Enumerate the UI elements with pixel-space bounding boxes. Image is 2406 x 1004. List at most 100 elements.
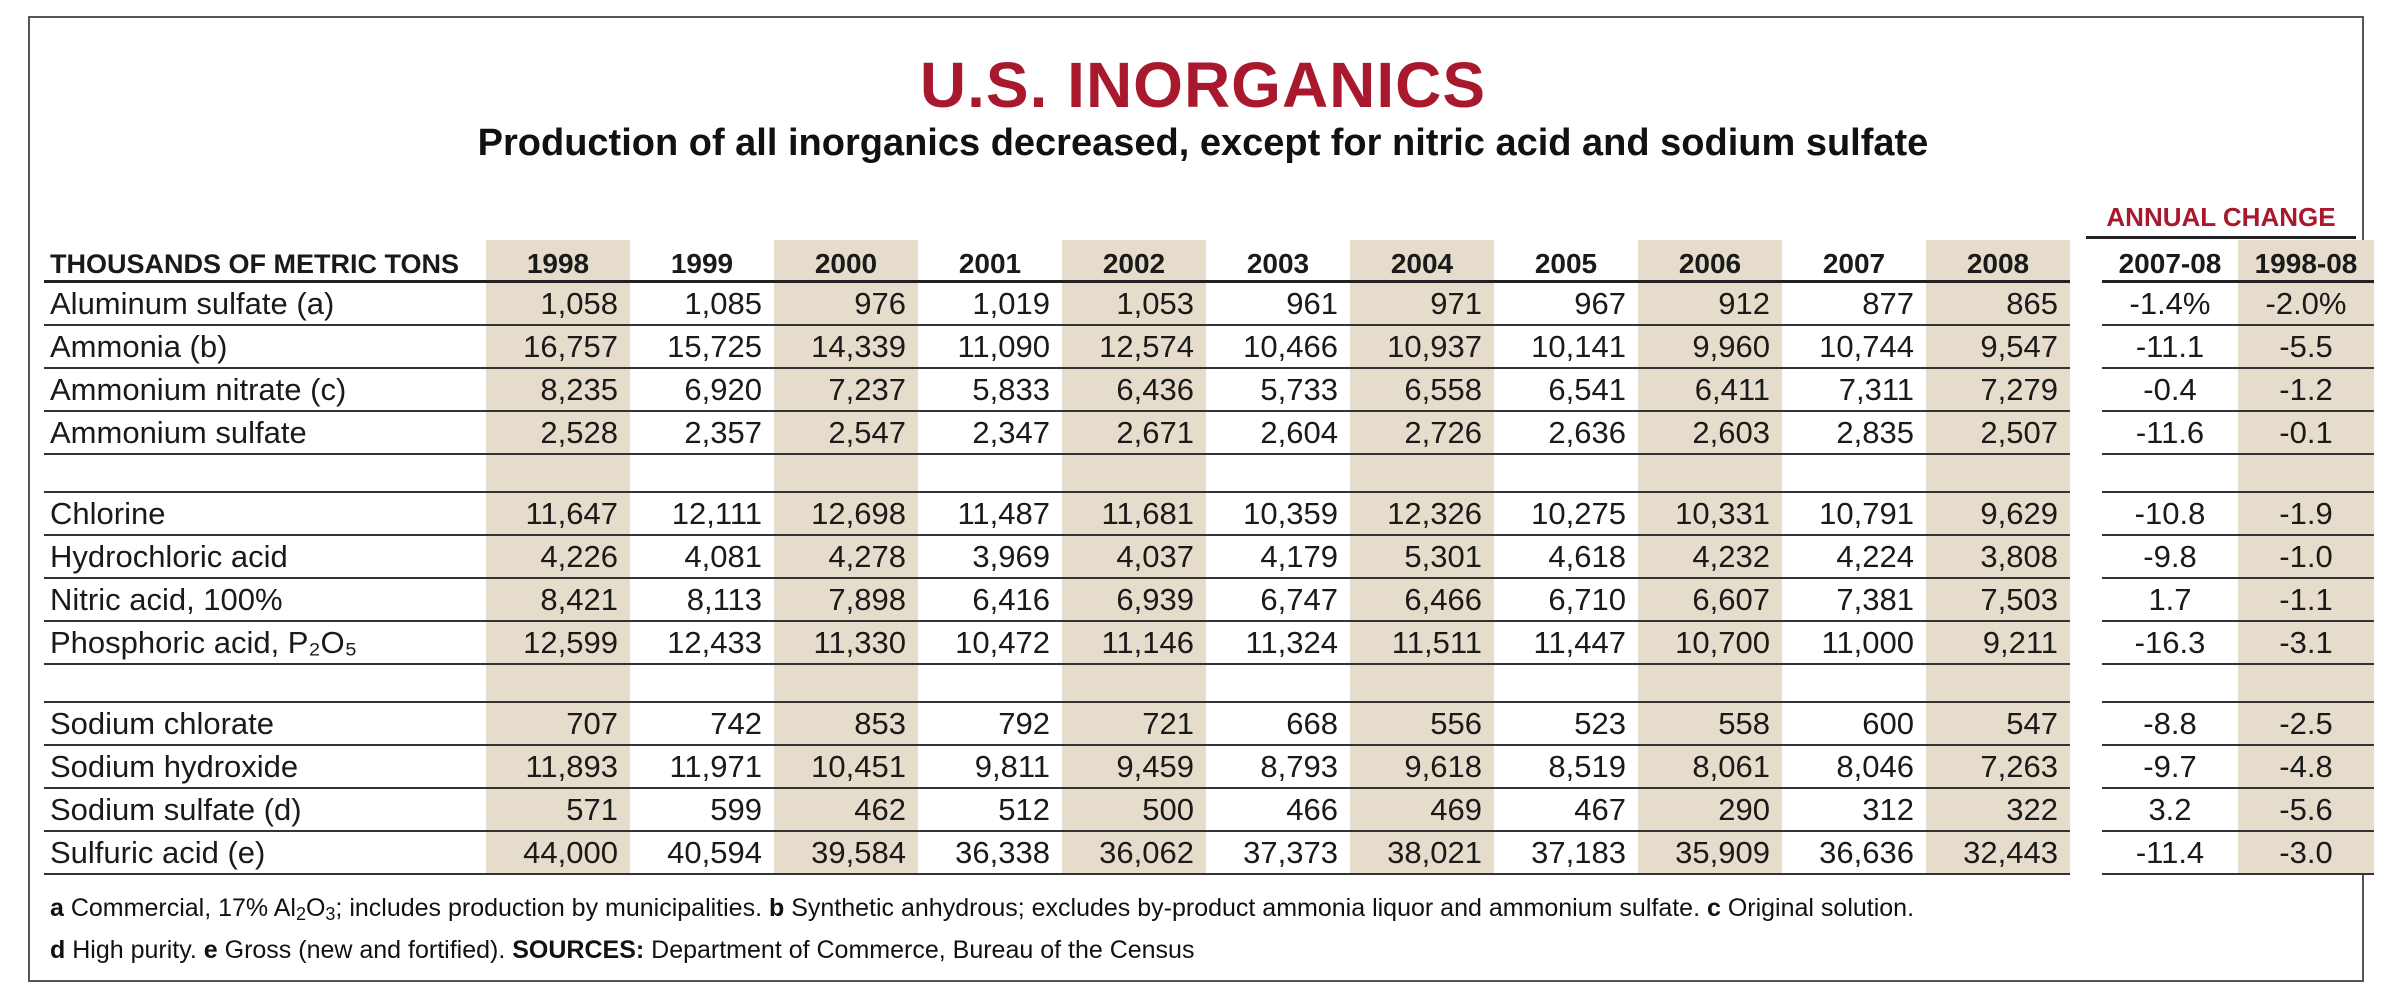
- gap-cell: [1206, 454, 1350, 493]
- value-cell-2004: 10,937: [1350, 325, 1494, 369]
- value-cell-1999: 12,111: [630, 492, 774, 536]
- change-cell-1998-08: -2.0%: [2238, 281, 2374, 326]
- value-cell-2006: 4,232: [1638, 535, 1782, 579]
- value-cell-2005: 8,519: [1494, 745, 1638, 789]
- value-cell-2000: 14,339: [774, 325, 918, 369]
- footnote-text: Original solution.: [1720, 894, 1915, 922]
- value-cell-2000: 10,451: [774, 745, 918, 789]
- value-cell-1999: 15,725: [630, 325, 774, 369]
- row-label: Ammonium nitrate (c): [44, 368, 486, 412]
- value-cell-1999: 40,594: [630, 831, 774, 875]
- value-cell-2001: 5,833: [918, 368, 1062, 412]
- change-cell-1998-08: -1.9: [2238, 492, 2374, 536]
- value-cell-2005: 467: [1494, 788, 1638, 832]
- gap-cell: [774, 454, 918, 493]
- change-cell-2007-08: 3.2: [2102, 788, 2238, 832]
- value-cell-2007: 877: [1782, 281, 1926, 326]
- value-cell-2008: 547: [1926, 702, 2070, 746]
- value-cell-2002: 2,671: [1062, 411, 1206, 455]
- column-gap: [2070, 621, 2102, 664]
- group-gap-row: [44, 454, 2374, 493]
- change-cell-2007-08: -9.7: [2102, 745, 2238, 789]
- value-cell-2001: 2,347: [918, 411, 1062, 455]
- value-cell-2001: 792: [918, 702, 1062, 746]
- change-cell-2007-08: -8.8: [2102, 702, 2238, 746]
- value-cell-2003: 10,359: [1206, 492, 1350, 536]
- column-gap: [2070, 702, 2102, 745]
- column-gap: [2070, 368, 2102, 411]
- value-cell-2006: 2,603: [1638, 411, 1782, 455]
- value-cell-2004: 12,326: [1350, 492, 1494, 536]
- value-cell-2007: 7,311: [1782, 368, 1926, 412]
- value-cell-2008: 9,211: [1926, 621, 2070, 665]
- value-cell-2003: 37,373: [1206, 831, 1350, 875]
- change-cell-1998-08: -3.1: [2238, 621, 2374, 665]
- value-cell-2005: 10,141: [1494, 325, 1638, 369]
- value-cell-2003: 668: [1206, 702, 1350, 746]
- value-cell-2000: 39,584: [774, 831, 918, 875]
- value-cell-2005: 6,710: [1494, 578, 1638, 622]
- value-cell-2001: 9,811: [918, 745, 1062, 789]
- row-label: Ammonium sulfate: [44, 411, 486, 455]
- value-cell-2004: 971: [1350, 281, 1494, 326]
- gap-cell: [1782, 664, 1926, 703]
- value-cell-1998: 2,528: [486, 411, 630, 455]
- value-cell-2004: 5,301: [1350, 535, 1494, 579]
- chart-title: U.S. INORGANICS: [919, 49, 1487, 121]
- table-row: Nitric acid, 100% 8,421 8,113 7,898 6,416 6,9…: [44, 578, 2374, 622]
- change-cell-1998-08: -1.1: [2238, 578, 2374, 622]
- value-cell-2006: 9,960: [1638, 325, 1782, 369]
- table-row: Phosphoric acid, P₂O₅ 12,599 12,433 11,330 1…: [44, 621, 2374, 665]
- value-cell-2004: 556: [1350, 702, 1494, 746]
- value-cell-2007: 312: [1782, 788, 1926, 832]
- value-cell-2004: 11,511: [1350, 621, 1494, 665]
- value-cell-2007: 2,835: [1782, 411, 1926, 455]
- value-cell-2006: 35,909: [1638, 831, 1782, 875]
- value-cell-2004: 6,466: [1350, 578, 1494, 622]
- table-row: Aluminum sulfate (a) 1,058 1,085 976 1,019 1,…: [44, 281, 2374, 326]
- gap-cell: [1350, 664, 1494, 703]
- value-cell-2002: 6,436: [1062, 368, 1206, 412]
- value-cell-2003: 466: [1206, 788, 1350, 832]
- value-cell-2002: 11,681: [1062, 492, 1206, 536]
- year-header-1999: 1999: [630, 240, 774, 283]
- year-header-2003: 2003: [1206, 240, 1350, 283]
- column-gap: [2070, 578, 2102, 621]
- footnote-text: ; includes production by municipalities.: [335, 894, 769, 922]
- table-row: Sulfuric acid (e) 44,000 40,594 39,584 36,33…: [44, 831, 2374, 875]
- value-cell-2008: 3,808: [1926, 535, 2070, 579]
- annual-change-rule: [2086, 236, 2356, 239]
- change-cell-1998-08: -5.5: [2238, 325, 2374, 369]
- value-cell-2007: 600: [1782, 702, 1926, 746]
- annual-change-label: ANNUAL CHANGE: [2106, 202, 2336, 232]
- row-label: Phosphoric acid, P₂O₅: [44, 621, 486, 665]
- value-cell-2002: 1,053: [1062, 281, 1206, 326]
- value-cell-2008: 2,507: [1926, 411, 2070, 455]
- year-header-2006: 2006: [1638, 240, 1782, 283]
- gap-cell: [630, 454, 774, 493]
- value-cell-1998: 571: [486, 788, 630, 832]
- value-cell-2000: 11,330: [774, 621, 918, 665]
- footnote-key: a: [50, 894, 64, 922]
- value-cell-2006: 6,607: [1638, 578, 1782, 622]
- value-cell-2006: 6,411: [1638, 368, 1782, 412]
- value-cell-2007: 10,791: [1782, 492, 1926, 536]
- year-header-2008: 2008: [1926, 240, 2070, 283]
- table-body: Aluminum sulfate (a) 1,058 1,085 976 1,019 1,…: [44, 281, 2374, 875]
- value-cell-1998: 16,757: [486, 325, 630, 369]
- value-cell-2003: 10,466: [1206, 325, 1350, 369]
- value-cell-2004: 6,558: [1350, 368, 1494, 412]
- value-cell-2002: 500: [1062, 788, 1206, 832]
- value-cell-2002: 36,062: [1062, 831, 1206, 875]
- value-cell-2006: 290: [1638, 788, 1782, 832]
- change-cell-1998-08: -4.8: [2238, 745, 2374, 789]
- value-cell-2003: 8,793: [1206, 745, 1350, 789]
- value-cell-1998: 12,599: [486, 621, 630, 665]
- gap-cell: [2102, 664, 2238, 703]
- value-cell-2008: 9,547: [1926, 325, 2070, 369]
- group-gap-row: [44, 664, 2374, 703]
- value-cell-2002: 11,146: [1062, 621, 1206, 665]
- value-cell-2005: 2,636: [1494, 411, 1638, 455]
- value-cell-1998: 8,421: [486, 578, 630, 622]
- value-cell-1999: 6,920: [630, 368, 774, 412]
